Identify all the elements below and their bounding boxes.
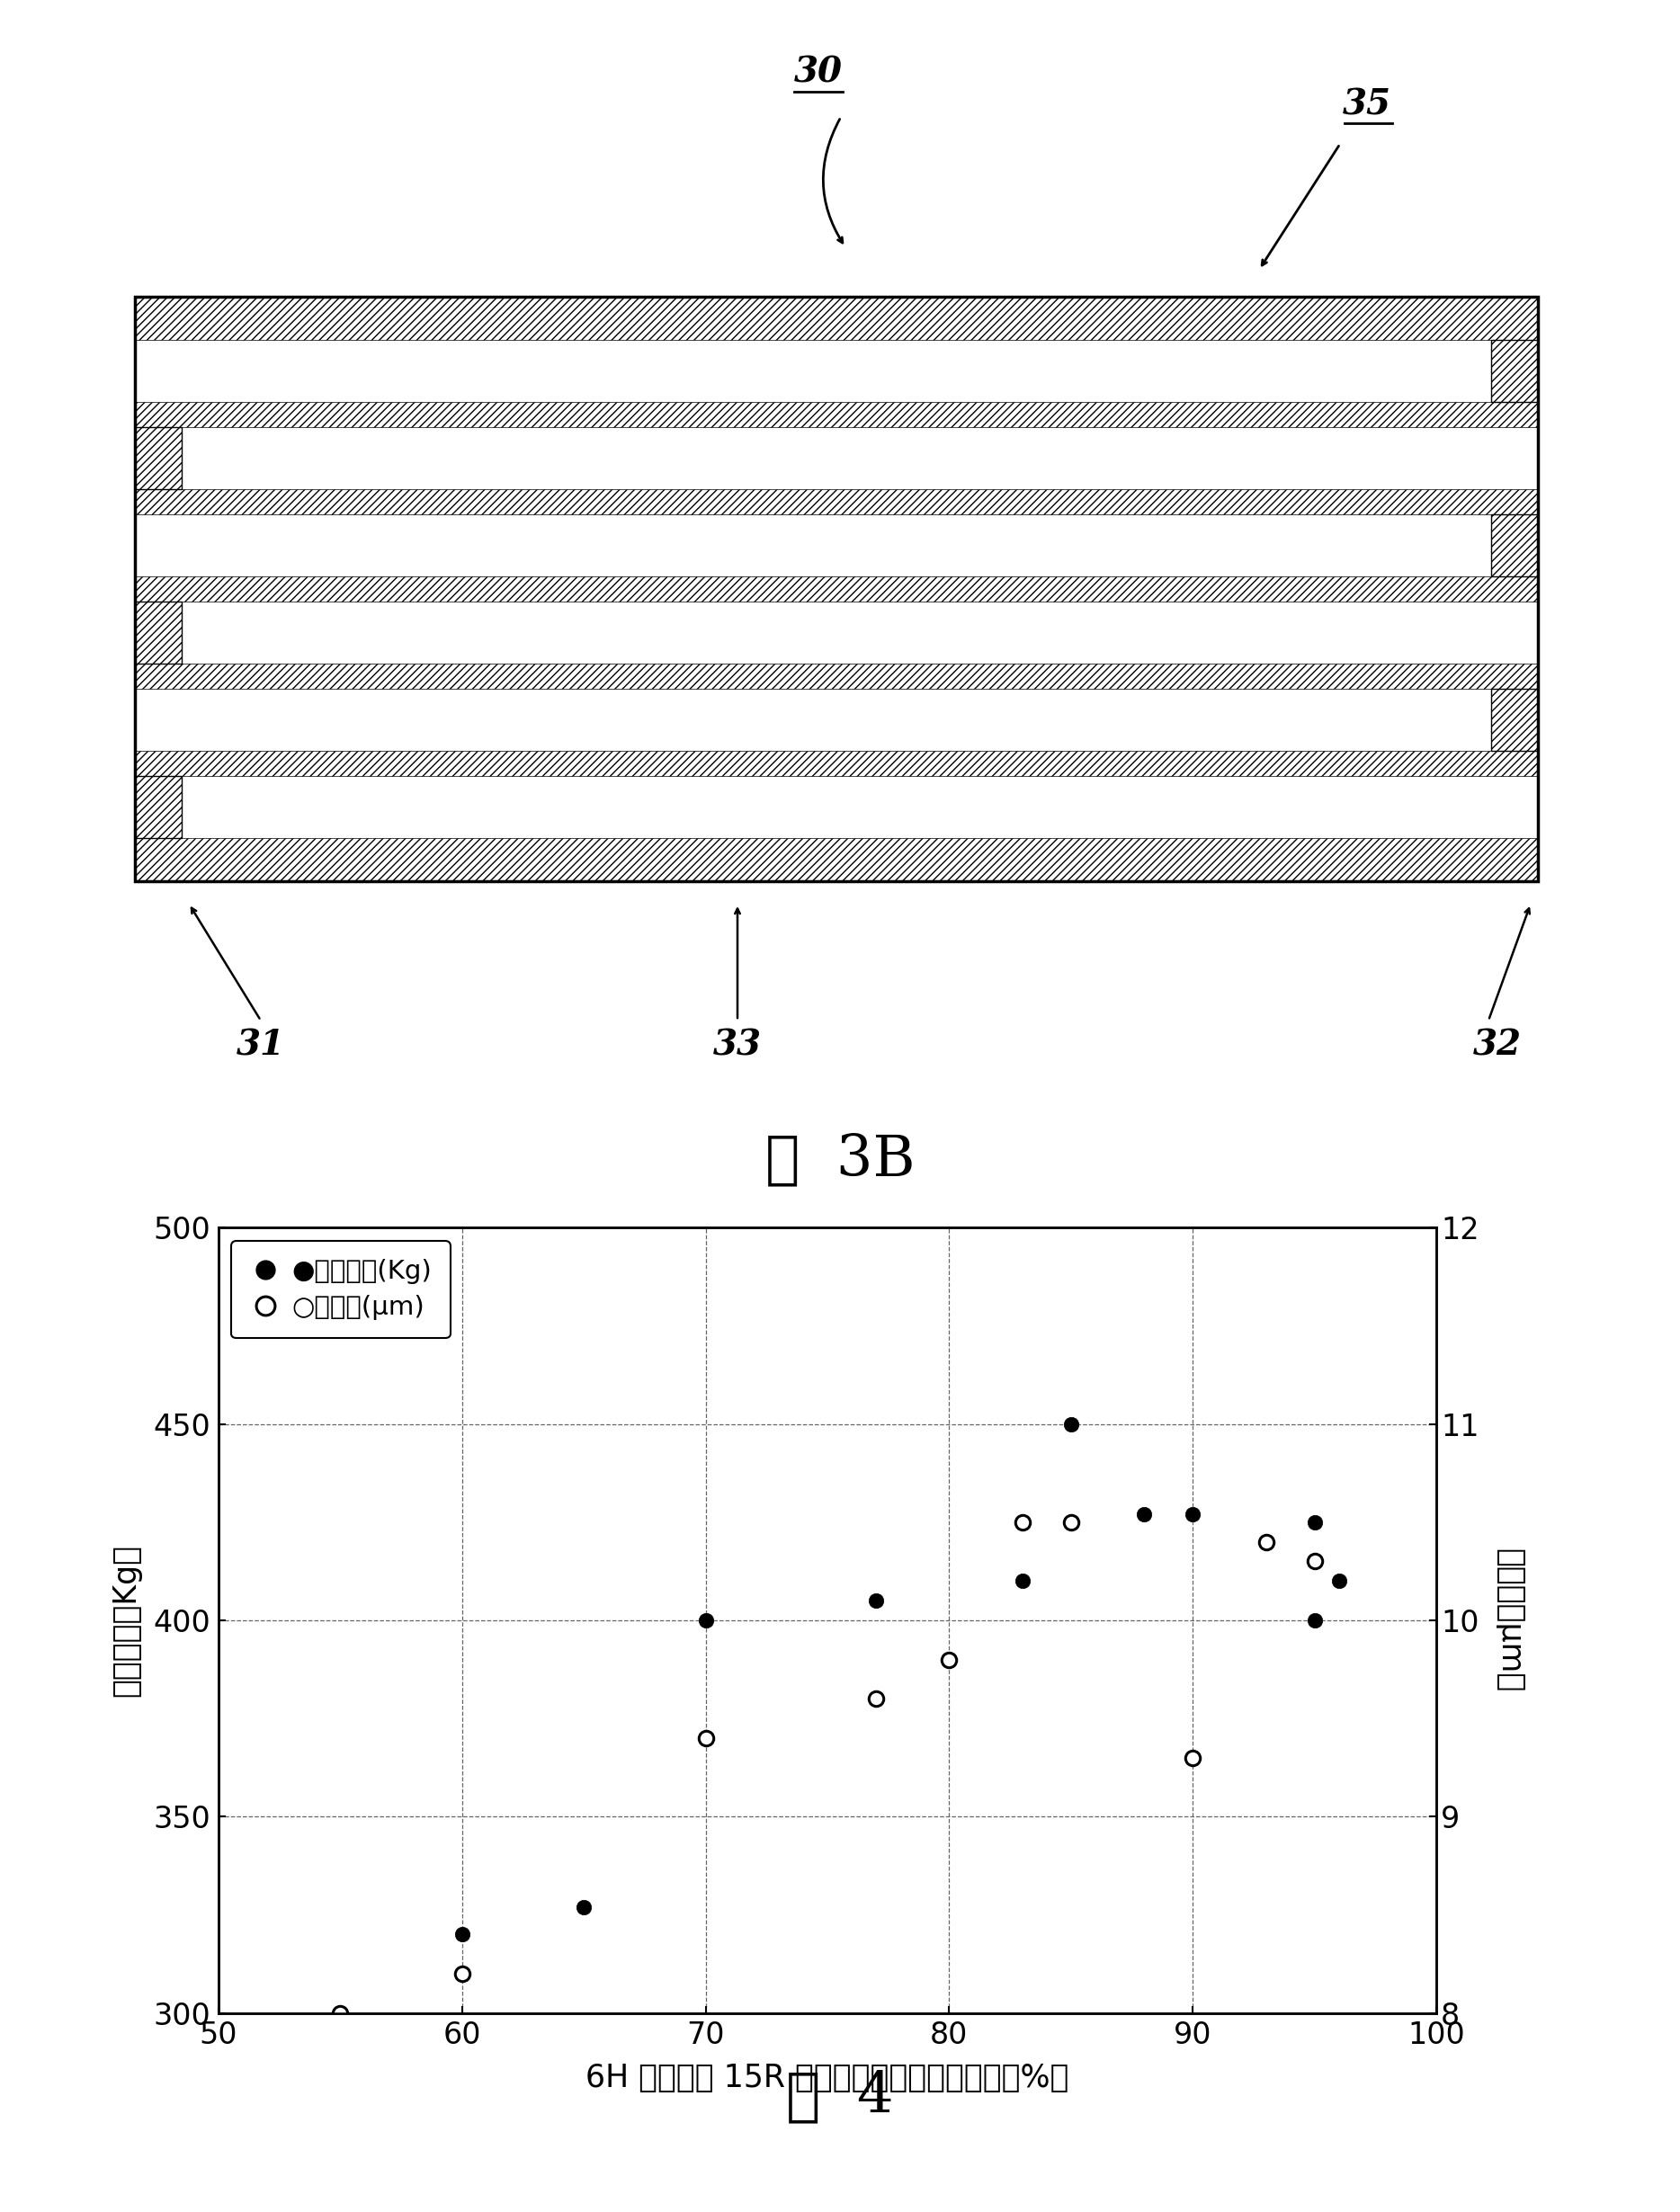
Bar	[134, 602, 1537, 664]
Point	[570, 1889, 598, 1924]
Y-axis label: 弯曲强度（Kg）: 弯曲强度（Kg）	[111, 1544, 141, 1697]
Text: 30: 30	[795, 55, 843, 91]
Point	[864, 1681, 890, 1717]
Point	[1326, 1564, 1352, 1599]
Bar	[134, 296, 1537, 880]
Point	[1008, 1504, 1035, 1540]
Point	[1008, 1564, 1035, 1599]
Point	[1179, 1741, 1206, 1776]
Text: 35: 35	[1342, 86, 1391, 122]
Bar	[134, 688, 1537, 750]
X-axis label: 6H 多晶型和 15R 多晶型的含量的总和（重量%）: 6H 多晶型和 15R 多晶型的含量的总和（重量%）	[586, 2062, 1068, 2093]
Bar	[1492, 688, 1537, 750]
Bar	[134, 427, 181, 489]
Bar	[134, 427, 1537, 489]
Legend: ●弯曲强度(Kg), ○气孔径(μm): ●弯曲强度(Kg), ○气孔径(μm)	[232, 1241, 450, 1338]
Point	[1008, 1504, 1035, 1540]
Point	[1179, 1498, 1206, 1533]
Point	[1131, 1498, 1158, 1533]
Bar	[134, 776, 181, 838]
Point	[1302, 1601, 1329, 1637]
Point	[326, 1995, 354, 2031]
Bar	[134, 341, 1537, 403]
Point	[1253, 1524, 1280, 1559]
Point	[1058, 1407, 1085, 1442]
Point	[449, 1916, 475, 1953]
Bar	[134, 602, 181, 664]
Point	[692, 1721, 719, 1756]
Point	[1302, 1544, 1329, 1579]
Point	[936, 1641, 963, 1677]
Bar	[1492, 341, 1537, 403]
Y-axis label: 气孔径（μm）: 气孔径（μm）	[1494, 1548, 1525, 1692]
Point	[692, 1601, 719, 1637]
Point	[1302, 1504, 1329, 1540]
Bar	[134, 515, 1537, 577]
Point	[449, 1955, 475, 1991]
Text: 31: 31	[237, 1029, 286, 1062]
Text: 32: 32	[1473, 1029, 1522, 1062]
Point	[864, 1584, 890, 1619]
Bar	[1492, 515, 1537, 577]
Text: 33: 33	[714, 1029, 761, 1062]
Point	[1058, 1504, 1085, 1540]
Bar	[134, 296, 1537, 880]
Text: 图  4: 图 4	[786, 2070, 894, 2124]
Bar	[134, 776, 1537, 838]
Text: 图  3B: 图 3B	[764, 1133, 916, 1188]
